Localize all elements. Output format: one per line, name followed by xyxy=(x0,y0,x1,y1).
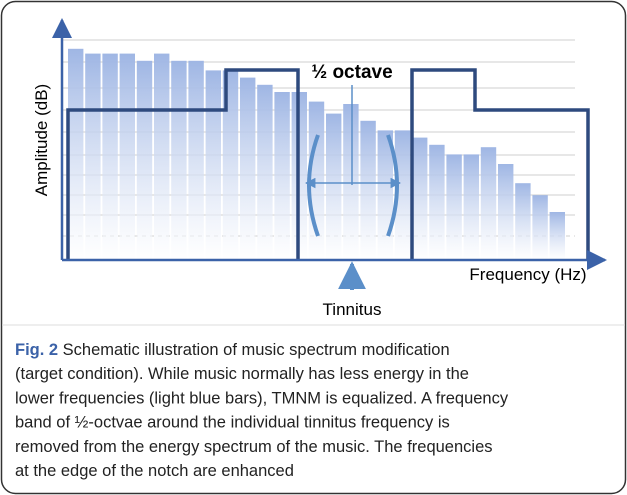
bar xyxy=(412,137,428,260)
bar xyxy=(205,70,221,261)
bar xyxy=(446,154,462,260)
bar xyxy=(188,60,204,260)
bar xyxy=(360,120,376,260)
caption-text: at the edge of the notch are enhanced xyxy=(15,462,294,480)
caption-text: removed from the energy spectrum of the … xyxy=(15,438,493,456)
caption-line: removed from the energy spectrum of the … xyxy=(15,438,493,456)
bar xyxy=(154,53,170,260)
caption: Fig. 2 Schematic illustration of music s… xyxy=(15,341,509,480)
bar xyxy=(515,183,531,260)
bar xyxy=(480,147,497,260)
bar xyxy=(257,84,273,260)
caption-text: lower frequencies (light blue bars), TMN… xyxy=(15,389,509,407)
bar xyxy=(136,60,153,260)
bar xyxy=(102,53,118,260)
target-shape-left xyxy=(66,68,300,260)
bar xyxy=(68,48,84,260)
bar xyxy=(429,144,445,260)
bar xyxy=(119,53,135,260)
caption-label: Fig. 2 xyxy=(15,341,58,359)
caption-line: lower frequencies (light blue bars), TMN… xyxy=(15,389,509,407)
caption-text: (target condition). While music normally… xyxy=(15,365,469,383)
bar xyxy=(498,164,514,260)
caption-line: band of ½-octvae around the individual t… xyxy=(15,414,450,432)
octave-label: ½ octave xyxy=(311,62,392,83)
bar xyxy=(171,60,187,260)
bar xyxy=(222,70,239,261)
x-axis-label: Frequency (Hz) xyxy=(469,265,586,284)
bar xyxy=(463,154,479,260)
caption-text: Schematic illustration of music spectrum… xyxy=(58,341,450,359)
bar xyxy=(549,212,565,260)
tinnitus-label: Tinnitus xyxy=(323,300,382,319)
bar xyxy=(394,130,411,260)
bar xyxy=(343,104,359,260)
bar xyxy=(274,92,290,260)
caption-line: at the edge of the notch are enhanced xyxy=(15,462,294,480)
caption-text: band of ½-octvae around the individual t… xyxy=(15,414,450,432)
caption-line: Fig. 2 Schematic illustration of music s… xyxy=(15,341,450,359)
y-axis-label: Amplitude (dB) xyxy=(32,84,51,196)
target-shape-right xyxy=(410,68,590,260)
bar xyxy=(240,77,256,260)
bar xyxy=(85,53,101,260)
caption-line: (target condition). While music normally… xyxy=(15,365,469,383)
bar xyxy=(326,113,342,260)
bar xyxy=(532,195,548,260)
